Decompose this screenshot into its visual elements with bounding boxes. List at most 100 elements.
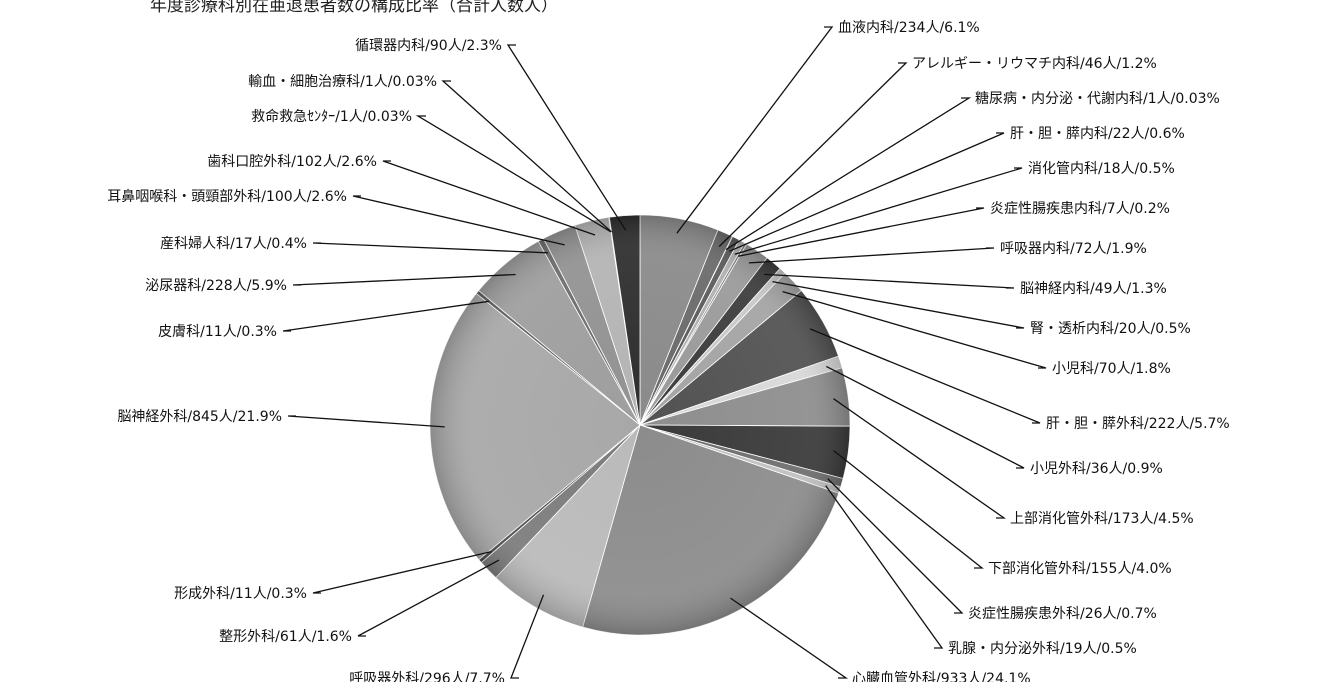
- label-separator: /: [337, 154, 342, 170]
- slice-percent: 0.5%: [1101, 641, 1137, 657]
- slice-count: 11人: [205, 324, 237, 340]
- slice-percent: 0.03%: [393, 74, 437, 90]
- slice-label: 心臓血管外科/933人/24.1%: [852, 671, 1031, 682]
- slice-label: 下部消化管外科/155人/4.0%: [988, 561, 1172, 577]
- slice-label: 腎・透析内科/20人/0.5%: [1030, 321, 1191, 337]
- slice-count: 46人: [1085, 56, 1117, 72]
- label-separator: /: [462, 38, 467, 54]
- label-separator: /: [425, 38, 430, 54]
- slice-percent: 2.6%: [341, 154, 377, 170]
- label-separator: /: [1108, 511, 1113, 527]
- slice-percent: 0.9%: [1127, 461, 1163, 477]
- slice-percent: 1.3%: [1131, 281, 1167, 297]
- slice-name: アレルギー・リウマチ内科: [912, 56, 1080, 72]
- leader-line: [357, 559, 500, 637]
- label-separator: /: [360, 74, 365, 90]
- leader-line: [506, 44, 627, 231]
- slice-label: 血液内科/234人/6.1%: [838, 20, 980, 36]
- label-separator: /: [1070, 241, 1075, 257]
- slice-percent: 0.7%: [1121, 606, 1157, 622]
- leader-line: [827, 478, 964, 614]
- leader-line: [833, 450, 984, 569]
- slice-name: 整形外科: [219, 629, 275, 645]
- slice-percent: 1.9%: [1111, 241, 1147, 257]
- label-separator: /: [307, 189, 312, 205]
- leader-line: [415, 115, 612, 233]
- label-separator: /: [1098, 161, 1103, 177]
- label-separator: /: [363, 109, 368, 125]
- leader-line: [772, 280, 1025, 329]
- label-separator: /: [261, 189, 266, 205]
- leader-line: [441, 80, 612, 233]
- slice-name: 肝・胆・膵内科: [1010, 126, 1108, 142]
- label-separator: /: [335, 109, 340, 125]
- slice-label: 泌尿器科/228人/5.9%: [145, 278, 287, 294]
- slice-label: 炎症性腸疾患内科/7人/0.2%: [990, 201, 1170, 217]
- label-separator: /: [200, 324, 205, 340]
- slice-count: 228人: [206, 278, 247, 294]
- slice-count: 49人: [1095, 281, 1127, 297]
- slice-label: 皮膚科/11人/0.3%: [158, 324, 277, 340]
- leader-line: [510, 594, 545, 679]
- leader-line: [748, 247, 995, 264]
- slice-name: 脳神経外科: [117, 409, 187, 425]
- label-separator: /: [247, 278, 252, 294]
- slice-label: 炎症性腸疾患外科/26人/0.7%: [968, 606, 1157, 622]
- slice-name: 耳鼻咽喉科・頭頸部外科: [107, 188, 261, 205]
- slice-name: 小児外科: [1030, 461, 1086, 477]
- label-separator: /: [1117, 606, 1122, 622]
- label-separator: /: [1117, 56, 1122, 72]
- label-separator: /: [237, 324, 242, 340]
- label-separator: /: [1143, 91, 1148, 107]
- slice-percent: 1.6%: [316, 629, 352, 645]
- slice-name: 心臓血管外科: [852, 671, 936, 682]
- label-separator: /: [1131, 361, 1136, 377]
- leader-line: [382, 160, 596, 236]
- leader-line: [312, 550, 492, 594]
- slice-percent: 24.1%: [986, 671, 1030, 682]
- leader-line: [764, 273, 1015, 289]
- label-separator: /: [1114, 321, 1119, 337]
- slice-percent: 6.1%: [944, 20, 980, 36]
- slice-percent: 7.7%: [469, 671, 505, 682]
- slice-percent: 0.2%: [1134, 201, 1170, 217]
- label-separator: /: [981, 671, 986, 682]
- leader-line: [826, 365, 1025, 469]
- leader-line: [809, 328, 1041, 424]
- label-separator: /: [1189, 416, 1194, 432]
- slice-percent: 0.6%: [1149, 126, 1185, 142]
- leader-line: [312, 242, 548, 254]
- slice-name: 糖尿病・内分泌・代謝内科: [975, 91, 1143, 107]
- slice-count: 22人: [1113, 126, 1145, 142]
- slice-count: 173人: [1113, 511, 1154, 527]
- slice-count: 26人: [1085, 606, 1117, 622]
- slice-name: 救命救急ｾﾝﾀｰ: [251, 108, 335, 125]
- slice-count: 933人: [941, 671, 982, 682]
- slice-name: 炎症性腸疾患内科: [990, 201, 1102, 217]
- label-separator: /: [1090, 281, 1095, 297]
- slice-name: 形成外科: [174, 586, 230, 602]
- slice-label: 脳神経内科/49人/1.3%: [1020, 281, 1167, 297]
- slice-name: 循環器内科: [355, 38, 425, 54]
- slice-percent: 0.3%: [271, 586, 307, 602]
- label-separator: /: [1135, 161, 1140, 177]
- slice-label: 小児外科/36人/0.9%: [1030, 461, 1163, 477]
- leader-line: [718, 62, 908, 247]
- label-separator: /: [275, 629, 280, 645]
- slice-label: 小児科/70人/1.8%: [1052, 361, 1171, 377]
- slice-count: 155人: [1091, 561, 1132, 577]
- label-separator: /: [187, 409, 192, 425]
- leader-line: [782, 290, 1047, 369]
- slice-name: 乳腺・内分泌外科: [948, 641, 1060, 657]
- leader-line: [734, 167, 1023, 255]
- slice-label: 歯科口腔外科/102人/2.6%: [207, 154, 377, 170]
- slice-label: 上部消化管外科/173人/4.5%: [1010, 511, 1194, 527]
- slice-count: 1人: [365, 74, 388, 90]
- chart-title: 年度診療科別在亜退患者数の構成比率（合計人数人）: [150, 0, 558, 16]
- label-separator: /: [1086, 561, 1091, 577]
- label-separator: /: [1145, 126, 1150, 142]
- slice-name: 上部消化管外科: [1010, 511, 1108, 527]
- slice-count: 102人: [296, 154, 337, 170]
- label-separator: /: [1144, 416, 1149, 432]
